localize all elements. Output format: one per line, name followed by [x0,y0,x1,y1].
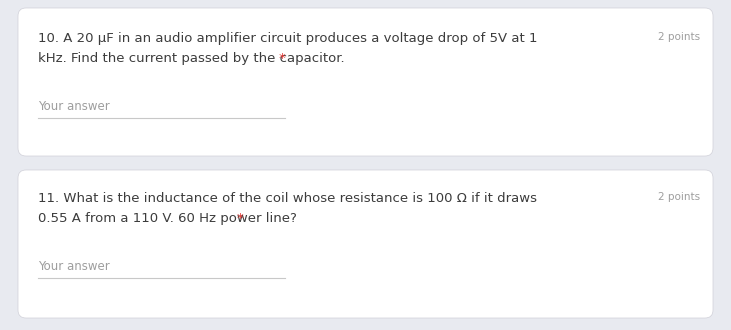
Text: *: * [237,212,243,225]
Text: 0.55 A from a 110 V. 60 Hz power line?: 0.55 A from a 110 V. 60 Hz power line? [38,212,297,225]
Text: Your answer: Your answer [38,260,110,273]
FancyBboxPatch shape [18,170,713,318]
Text: 2 points: 2 points [658,192,700,202]
Text: Your answer: Your answer [38,100,110,113]
Text: 2 points: 2 points [658,32,700,42]
Text: 10. A 20 µF in an audio amplifier circuit produces a voltage drop of 5V at 1: 10. A 20 µF in an audio amplifier circui… [38,32,537,45]
Text: 11. What is the inductance of the coil whose resistance is 100 Ω if it draws: 11. What is the inductance of the coil w… [38,192,537,205]
FancyBboxPatch shape [18,8,713,156]
Text: kHz. Find the current passed by the capacitor.: kHz. Find the current passed by the capa… [38,52,344,65]
Text: *: * [279,52,285,65]
